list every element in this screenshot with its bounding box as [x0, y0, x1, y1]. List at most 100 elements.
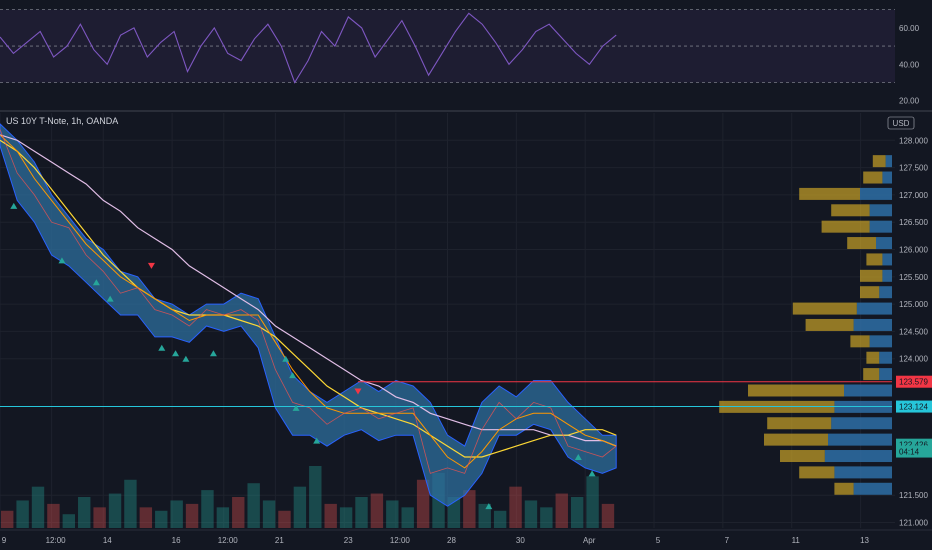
time-x-axis[interactable]: 9 12:00 14 16 12:00 21 23 12:00 28 30 Apr 5 7 11 13	[2, 536, 870, 545]
buy-signal-marker	[182, 355, 190, 362]
rsi-tick-label: 40.00	[899, 60, 920, 69]
buy-signal-marker	[209, 350, 217, 357]
volume-profile-down-bar	[834, 466, 892, 479]
volume-profile-up-bar	[764, 433, 828, 446]
volume-bar	[16, 500, 29, 528]
volume-profile-up-bar	[805, 318, 854, 331]
volume-profile-down-bar	[853, 318, 892, 331]
volume-profile-up-bar	[863, 368, 880, 381]
price-y-axis[interactable]: 128.000 127.500 127.000 126.500 126.000 125.5…	[899, 136, 928, 527]
x-tick-label: 5	[656, 536, 661, 545]
x-tick-label: 16	[172, 536, 181, 545]
volume-profile-down-bar	[879, 368, 892, 381]
sell-signal-marker	[354, 388, 362, 395]
sell-signal-marker	[147, 262, 155, 269]
volume-bar	[355, 497, 368, 528]
price-tag-label: 123.124	[899, 403, 928, 412]
rsi-tick-label: 60.00	[899, 24, 920, 33]
x-tick-label: 9	[2, 536, 7, 545]
volume-profile-up-bar	[799, 466, 835, 479]
volume-profile-up-bar	[780, 450, 825, 463]
buy-signal-marker	[588, 470, 596, 477]
buy-signal-marker	[574, 454, 582, 461]
volume-profile-down-bar	[885, 155, 892, 168]
volume-bar	[493, 510, 507, 528]
volume-profile-down-bar	[879, 351, 892, 364]
volume-bar	[1, 510, 14, 528]
volume-bar	[201, 490, 214, 528]
volume-profile-up-bar	[863, 171, 883, 184]
signal-markers	[10, 202, 596, 510]
volume-bar	[401, 507, 414, 528]
volume-bar	[601, 503, 615, 528]
buy-signal-marker	[58, 257, 66, 264]
y-tick-label: 126.500	[899, 218, 928, 227]
volume-profile-up-bar	[850, 335, 870, 348]
buy-signal-marker	[313, 437, 321, 444]
volume-bar	[293, 486, 307, 528]
y-tick-label: 124.000	[899, 355, 928, 364]
x-tick-label: 13	[860, 536, 869, 545]
volume-profile-down-bar	[869, 335, 892, 348]
y-tick-label: 126.000	[899, 246, 928, 255]
y-tick-label: 124.500	[899, 327, 928, 336]
y-tick-label: 121.500	[899, 491, 928, 500]
volume-bar	[324, 503, 337, 528]
price-tag-box	[896, 375, 932, 388]
x-tick-label: 11	[792, 536, 801, 545]
x-tick-label: 12:00	[390, 536, 411, 545]
volume-bar	[570, 497, 584, 528]
buy-signal-marker	[92, 279, 100, 286]
volume-bar	[463, 490, 476, 528]
volume-profile-down-bar	[879, 286, 892, 299]
volume-profile-down-bar	[856, 302, 892, 315]
y-tick-label: 125.500	[899, 273, 928, 282]
volume-bar	[447, 497, 461, 528]
volume-bar	[31, 486, 45, 528]
chart-title: US 10Y T-Note, 1h, OANDA	[6, 116, 118, 126]
currency-badge[interactable]	[887, 116, 915, 130]
volume-bar	[232, 497, 245, 528]
volume-profile-down-bar	[869, 204, 892, 217]
volume-bar	[309, 466, 322, 528]
volume-bar	[524, 500, 538, 528]
volume-profile-up-bar	[866, 351, 880, 364]
volume-bar	[185, 503, 199, 528]
volume-profile-up-bar	[831, 204, 870, 217]
volume-profile-up-bar	[821, 220, 870, 233]
x-tick-label: 14	[103, 536, 112, 545]
volume-profile-down-bar	[882, 269, 892, 282]
volume-bar	[108, 493, 122, 528]
volume-profile-up-bar	[866, 253, 883, 266]
volume-bar	[386, 500, 399, 528]
volume-profile-down-bar	[882, 171, 892, 184]
volume-bar	[555, 493, 568, 528]
volume-profile-up-bar	[847, 237, 876, 250]
volume-bar	[170, 500, 183, 528]
mid-moving-average	[0, 139, 617, 458]
volume-bar	[155, 510, 168, 528]
buy-signal-marker	[10, 202, 18, 209]
x-tick-label: 28	[447, 536, 456, 545]
volume-bar	[339, 507, 353, 528]
volume-profile-up-bar	[792, 302, 857, 315]
x-tick-label: Apr	[583, 536, 596, 545]
price-tag-box	[896, 400, 932, 413]
rsi-levels	[0, 9, 895, 83]
price-tag-box	[896, 445, 932, 458]
rsi-pane: 60.00 40.00 20.00	[0, 0, 920, 110]
buy-signal-marker	[292, 404, 300, 411]
volume-bar	[278, 510, 291, 528]
volume-bar	[216, 507, 230, 528]
volume-profile-up-bar	[860, 286, 880, 299]
y-tick-label: 125.000	[899, 300, 928, 309]
volume-bar	[139, 507, 153, 528]
price-tag-label: 04:14	[899, 448, 920, 457]
volume-bar	[78, 497, 91, 528]
y-tick-label: 121.000	[899, 519, 928, 528]
buy-signal-marker	[158, 344, 166, 351]
volume-bar	[478, 503, 491, 528]
volume-profile-up-bar	[767, 417, 832, 430]
buy-signal-marker	[106, 295, 114, 302]
